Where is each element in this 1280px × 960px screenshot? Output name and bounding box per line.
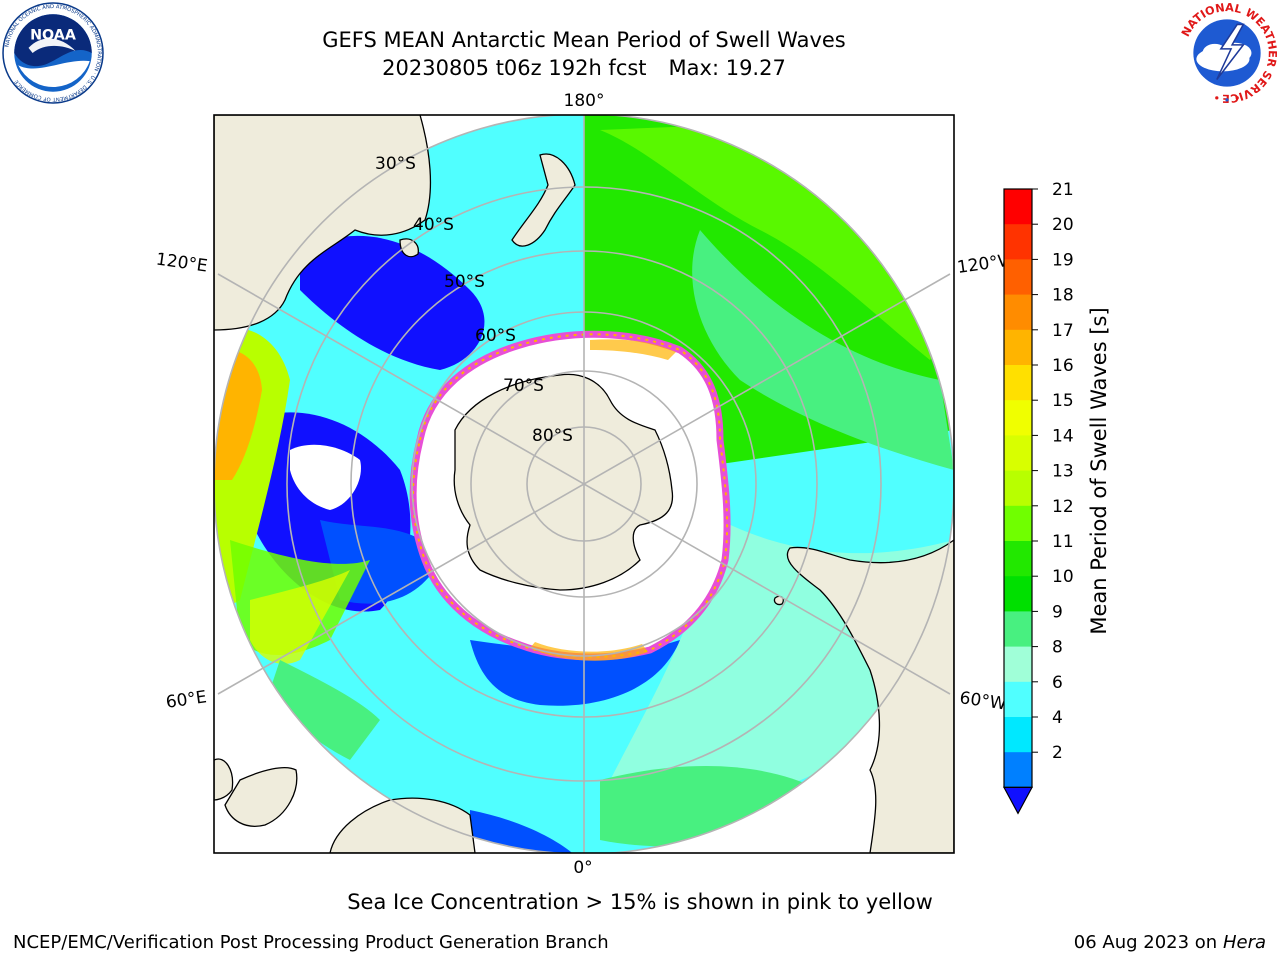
- colorbar-tick-label: 6: [1052, 673, 1063, 693]
- colorbar-tick-label: 20: [1052, 215, 1074, 235]
- colorbar-segment: [1004, 505, 1032, 542]
- colorbar-segment: [1004, 611, 1032, 648]
- map-frame: [213, 114, 955, 854]
- colorbar-segment: [1004, 435, 1032, 472]
- title-line-2: 20230805 t06z 192h fcst Max: 19.27: [200, 54, 968, 82]
- graticule: [214, 115, 954, 853]
- lat-label-60s: 60°S: [475, 326, 516, 346]
- colorbar-segment: [1004, 717, 1032, 753]
- colorbar-tick-label: 12: [1052, 497, 1074, 517]
- colorbar-tick-label: 9: [1052, 602, 1063, 622]
- noaa-logo: NOAA NATIONAL OCEANIC AND ATMOSPHERIC AD…: [2, 2, 104, 104]
- lat-label-40s: 40°S: [413, 215, 454, 235]
- branch-credit: NCEP/EMC/Verification Post Processing Pr…: [13, 932, 609, 953]
- colorbar-segment: [1004, 329, 1032, 366]
- colorbar-tick-label: 4: [1052, 708, 1063, 728]
- madagascar-landmass: [224, 766, 298, 827]
- run-date-text: 06 Aug 2023 on: [1073, 932, 1218, 953]
- lat-label-70s: 70°S: [503, 376, 544, 396]
- colorbar-tick-label: 11: [1052, 532, 1074, 552]
- colorbar-segment: [1004, 259, 1032, 296]
- landmasses: [214, 115, 954, 853]
- colorbar-segment: [1004, 400, 1032, 436]
- south-america-landmass: [786, 539, 954, 853]
- run-host: Hera: [1222, 932, 1266, 953]
- latitude-labels: 30°S 40°S 50°S 60°S 70°S 80°S: [375, 154, 573, 446]
- run-date: 06 Aug 2023 on Hera: [1074, 932, 1266, 953]
- colorbar-tick-label: 10: [1052, 567, 1074, 587]
- colorbar-extend-arrow: [1002, 786, 1034, 815]
- colorbar: 21 20 19 18 17 16 15 14 13 12 11 10 9 8 6 4 2: [1002, 180, 1074, 815]
- lon-label-180: 180°: [564, 91, 605, 111]
- colorbar-segment: [1004, 224, 1032, 260]
- lon-label-120e: 120°E: [155, 250, 209, 277]
- lat-label-80s: 80°S: [532, 426, 573, 446]
- lon-label-0: 0°: [573, 858, 592, 878]
- nws-logo: NATIONAL WEATHER SERVICE: [1177, 2, 1278, 104]
- colorbar-label: Mean Period of Swell Waves [s]: [1087, 307, 1111, 634]
- colorbar-tick-label: 14: [1052, 426, 1074, 446]
- colorbar-segment: [1004, 576, 1032, 612]
- lon-label-60e: 60°E: [165, 687, 208, 712]
- colorbar-segment: [1004, 189, 1032, 225]
- antarctica-landmass: [453, 373, 674, 591]
- colorbar-tick-label: 16: [1052, 356, 1074, 376]
- colorbar-segment: [1004, 646, 1032, 683]
- max-value: Max: 19.27: [668, 56, 786, 80]
- lat-label-30s: 30°S: [375, 154, 416, 174]
- colorbar-tick-label: 17: [1052, 321, 1074, 341]
- meridian-60e-120w: [217, 273, 951, 695]
- map-plot-area: 30°S 40°S 50°S 60°S 70°S 80°S: [214, 115, 954, 853]
- map-title: GEFS MEAN Antarctic Mean Period of Swell…: [200, 26, 968, 82]
- noaa-logo-text: NOAA: [30, 28, 76, 44]
- lat-label-50s: 50°S: [444, 272, 485, 292]
- colorbar-frame: [1003, 188, 1033, 789]
- title-line-1: GEFS MEAN Antarctic Mean Period of Swell…: [322, 28, 846, 52]
- colorbar-segment: [1004, 294, 1032, 331]
- colorbar-tick-label: 13: [1052, 462, 1074, 482]
- forecast-time: 20230805 t06z 192h fcst: [382, 56, 647, 80]
- lon-label-60w: 60°W: [958, 688, 1007, 714]
- colorbar-segment: [1004, 470, 1032, 507]
- colorbar-tick-label: 18: [1052, 286, 1074, 306]
- sea-ice-note: Sea Ice Concentration > 15% is shown in …: [347, 890, 933, 914]
- colorbar-segment: [1004, 365, 1032, 401]
- colorbar-segment: [1004, 681, 1032, 718]
- colorbar-tick-label: 2: [1052, 743, 1063, 763]
- colorbar-tick-label: 8: [1052, 638, 1063, 658]
- colorbar-segment: [1004, 752, 1032, 788]
- asia-landmass: [214, 758, 234, 801]
- colorbar-tick-label: 21: [1052, 180, 1074, 200]
- colorbar-tick-label: 15: [1052, 391, 1074, 411]
- tasmania-landmass: [399, 238, 419, 258]
- colorbar-segment: [1004, 541, 1032, 577]
- new-zealand-landmass: [511, 153, 576, 247]
- colorbar-tick-label: 19: [1052, 250, 1074, 270]
